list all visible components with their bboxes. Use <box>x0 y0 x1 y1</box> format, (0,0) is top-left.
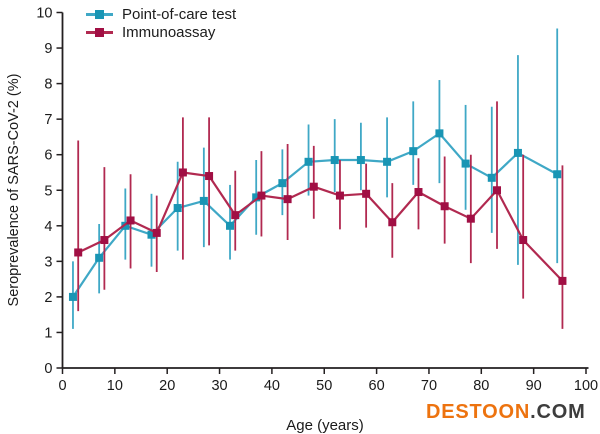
x-tick-label: 60 <box>369 378 385 394</box>
data-point-marker <box>226 221 235 230</box>
y-tick-label: 0 <box>44 361 52 377</box>
x-tick-label: 10 <box>107 378 123 394</box>
x-tick-label: 80 <box>473 378 489 394</box>
data-point-marker <box>126 216 135 225</box>
watermark: DESTOON.COM <box>426 401 586 424</box>
watermark-part1: DESTOON <box>426 401 531 423</box>
data-point-marker <box>74 248 83 257</box>
data-point-marker <box>121 221 130 230</box>
data-point-marker <box>152 228 161 237</box>
data-point-marker <box>558 276 567 285</box>
y-tick-label: 9 <box>44 41 52 57</box>
series-point-of-care <box>68 28 562 329</box>
immunoassay-series-swatch-icon <box>86 27 113 37</box>
data-point-marker <box>199 196 208 205</box>
x-tick-label: 70 <box>421 378 437 394</box>
tick-marks <box>56 11 587 374</box>
x-axis-title: Age (years) <box>286 417 364 434</box>
data-point-marker <box>553 170 562 179</box>
data-point-marker <box>487 173 496 182</box>
data-point-marker <box>68 292 77 301</box>
data-point-marker <box>362 189 371 198</box>
data-point-marker <box>414 188 423 197</box>
x-tick-label: 100 <box>574 378 598 394</box>
error-bars <box>72 28 559 329</box>
legend-label-immunoassay: Immunoassay <box>122 23 216 41</box>
data-point-marker <box>335 191 344 200</box>
data-point-marker <box>147 230 156 239</box>
x-tick-label: 20 <box>159 378 175 394</box>
data-point-marker <box>440 202 449 211</box>
y-axis-title: Seroprevalence of SARS-CoV-2 (%) <box>6 73 22 307</box>
y-tick-label: 10 <box>36 6 52 22</box>
x-tick-label: 40 <box>264 378 280 394</box>
series-markers <box>68 129 562 301</box>
y-tick-label: 5 <box>44 183 52 199</box>
y-tick-label: 3 <box>44 254 52 270</box>
x-tick-label: 90 <box>526 378 542 394</box>
y-tick-label: 7 <box>44 112 52 128</box>
point-of-care-series-swatch-icon <box>86 9 113 19</box>
y-tick-label: 4 <box>44 219 52 235</box>
data-point-marker <box>205 172 214 181</box>
data-point-marker <box>461 159 470 168</box>
data-point-marker <box>257 191 266 200</box>
legend-item-immunoassay: Immunoassay <box>86 23 236 41</box>
data-point-marker <box>231 211 240 220</box>
y-tick-label: 2 <box>44 290 52 306</box>
data-point-marker <box>283 195 292 204</box>
y-tick-label: 1 <box>44 325 52 341</box>
legend: Point-of-care test Immunoassay <box>86 5 236 41</box>
data-point-marker <box>383 157 392 166</box>
y-tick-label: 6 <box>44 148 52 164</box>
watermark-part2: .COM <box>530 401 586 423</box>
data-point-marker <box>513 148 522 157</box>
data-point-marker <box>95 253 104 262</box>
data-point-marker <box>330 156 339 165</box>
data-point-marker <box>309 182 318 191</box>
y-tick-label: 8 <box>44 77 52 93</box>
series-markers <box>74 168 567 285</box>
legend-item-point-of-care: Point-of-care test <box>86 5 236 23</box>
data-point-marker <box>252 193 261 202</box>
error-bars <box>77 101 564 329</box>
series-immunoassay <box>74 101 567 329</box>
data-point-marker <box>493 186 502 195</box>
x-tick-label: 0 <box>58 378 66 394</box>
data-point-marker <box>278 179 287 188</box>
data-point-marker <box>304 157 313 166</box>
data-point-marker <box>519 236 528 245</box>
data-point-marker <box>466 214 475 223</box>
x-tick-label: 30 <box>211 378 227 394</box>
x-tick-label: 50 <box>316 378 332 394</box>
data-point-marker <box>435 129 444 138</box>
data-point-marker <box>100 236 109 245</box>
data-point-marker <box>409 147 418 156</box>
legend-label-point-of-care: Point-of-care test <box>122 5 237 23</box>
data-point-marker <box>178 168 187 177</box>
data-point-marker <box>173 204 182 213</box>
series-line <box>72 132 558 298</box>
data-point-marker <box>388 218 397 227</box>
data-point-marker <box>356 156 365 165</box>
